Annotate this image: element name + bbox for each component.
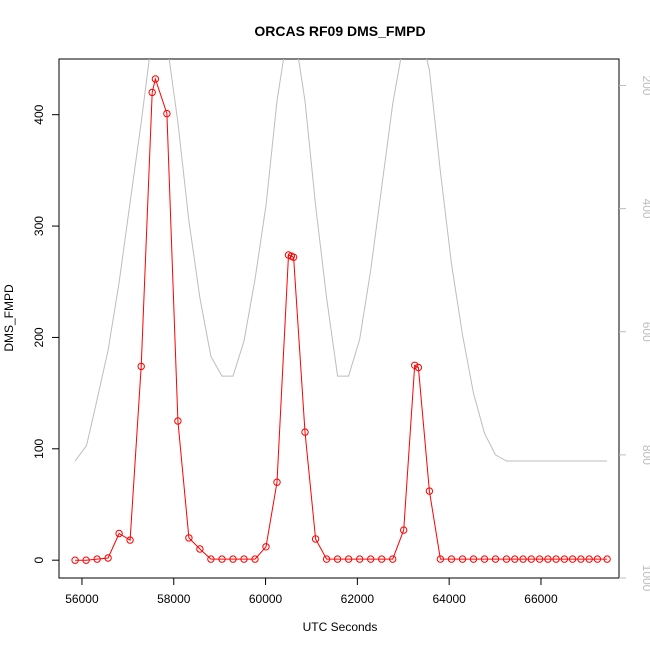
altitude-line: [74, 59, 608, 462]
data-point: [322, 555, 331, 563]
data-point: [218, 555, 226, 563]
data-point: [502, 555, 511, 563]
data-point: [273, 478, 281, 486]
data-point: [560, 555, 569, 563]
data-point: [511, 555, 519, 563]
data-point: [367, 555, 375, 563]
right-axis: 200 400 600 800 1000: [619, 75, 650, 592]
data-point: [491, 555, 500, 563]
data-point: [378, 555, 386, 563]
data-point: [480, 555, 489, 563]
data-point: [93, 555, 101, 563]
data-point: [411, 361, 419, 369]
data-point: [137, 362, 145, 371]
y-tick-label: 100: [32, 438, 46, 458]
data-point: [577, 555, 585, 563]
data-point: [436, 555, 445, 563]
data-point: [185, 534, 193, 542]
x-tick-label: 60000: [249, 592, 283, 606]
x-tick-label: 66000: [524, 592, 558, 606]
plot-area: [71, 59, 611, 564]
data-point: [115, 529, 123, 538]
data-point: [458, 555, 467, 563]
data-point: [126, 536, 134, 544]
data-point: [151, 75, 160, 83]
data-point: [603, 555, 611, 563]
y2-tick-label: 400: [640, 199, 650, 219]
data-point: [544, 555, 552, 563]
y-tick-label: 0: [32, 557, 46, 564]
y-axis-label: DMS_FMPD: [2, 284, 16, 352]
data-point: [229, 555, 237, 563]
data-point: [400, 526, 408, 534]
data-point: [196, 545, 204, 553]
data-point: [289, 253, 298, 261]
data-point: [163, 109, 171, 118]
data-point: [568, 555, 577, 563]
x-tick-label: 56000: [65, 592, 99, 606]
data-point: [333, 555, 342, 563]
x-axis-label: UTC Seconds: [303, 620, 378, 634]
data-point: [262, 543, 270, 551]
data-point: [240, 555, 248, 563]
data-point: [356, 555, 364, 563]
data-point: [82, 556, 90, 564]
data-point: [344, 555, 353, 563]
dms-line: [75, 77, 608, 561]
data-point: [519, 555, 527, 563]
data-point: [593, 555, 602, 563]
y2-tick-label: 600: [640, 322, 650, 342]
plot-frame: [58, 58, 620, 579]
y-tick-label: 400: [32, 104, 46, 124]
data-point: [389, 555, 397, 563]
data-point: [174, 417, 182, 425]
data-point: [585, 555, 593, 563]
data-point: [311, 535, 320, 543]
data-point: [535, 555, 544, 563]
data-point: [425, 487, 434, 495]
data-point: [447, 555, 456, 563]
data-point: [207, 555, 215, 563]
y-tick-label: 300: [32, 216, 46, 236]
data-point: [301, 428, 309, 436]
data-point: [527, 555, 535, 563]
x-tick-label: 62000: [341, 592, 375, 606]
chart-title: ORCAS RF09 DMS_FMPD: [254, 23, 425, 39]
data-point: [552, 555, 560, 563]
x-tick-label: 58000: [157, 592, 191, 606]
left-axis: 0 100 200 300 400: [32, 104, 59, 564]
y2-tick-label: 1000: [640, 565, 650, 592]
data-point: [251, 555, 259, 563]
bottom-axis: 56000 58000 60000 62000 64000 66000: [65, 578, 558, 606]
data-point: [71, 556, 79, 564]
data-point: [104, 554, 112, 562]
y2-tick-label: 800: [640, 445, 650, 465]
y2-tick-label: 200: [640, 75, 650, 95]
x-tick-label: 64000: [432, 592, 466, 606]
data-point: [148, 88, 156, 97]
y-tick-label: 200: [32, 327, 46, 347]
data-point: [469, 555, 478, 563]
data-point: [414, 363, 423, 372]
